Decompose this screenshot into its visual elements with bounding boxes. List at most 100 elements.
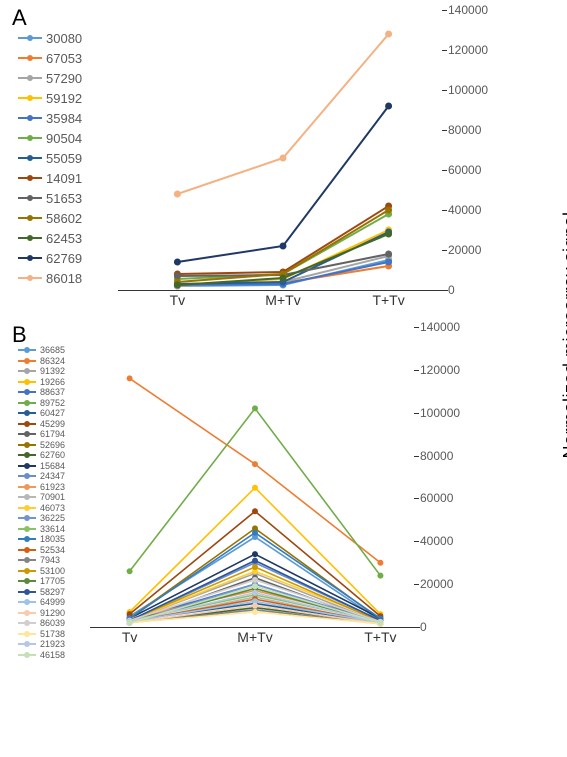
legend-item: 52696	[18, 440, 90, 451]
y-tick-label: 20000	[420, 577, 453, 591]
legend-label: 52696	[40, 440, 65, 450]
legend-item: 70901	[18, 492, 90, 503]
legend-label: 55059	[46, 151, 82, 166]
series-marker	[385, 103, 392, 110]
legend-label: 51738	[40, 629, 65, 639]
legend-label: 19266	[40, 377, 65, 387]
y-tick-label: 100000	[448, 83, 488, 97]
panel-b-chart: 020000400006000080000100000120000140000 …	[90, 327, 420, 628]
legend-label: 7943	[40, 555, 60, 565]
legend-label: 67053	[46, 51, 82, 66]
y-tick-label: 120000	[420, 363, 460, 377]
series-marker	[252, 603, 258, 609]
legend-item: 51738	[18, 629, 90, 640]
legend-item: 30080	[18, 28, 118, 48]
series-marker	[127, 375, 133, 381]
legend-item: 88637	[18, 387, 90, 398]
series-marker	[385, 251, 392, 258]
legend-item: 15684	[18, 461, 90, 472]
y-tick-label: 120000	[448, 43, 488, 57]
legend-label: 24347	[40, 471, 65, 481]
y-tick-label: 60000	[448, 163, 481, 177]
legend-item: 62453	[18, 228, 118, 248]
legend-item: 62769	[18, 248, 118, 268]
y-tick-label: 60000	[420, 491, 453, 505]
legend-item: 64999	[18, 597, 90, 608]
legend-item: 62760	[18, 450, 90, 461]
y-tick-label: 140000	[420, 320, 460, 334]
panel-a-chart: 020000400006000080000100000120000140000 …	[118, 10, 448, 291]
legend-item: 61794	[18, 429, 90, 440]
legend-label: 53100	[40, 566, 65, 576]
series-line	[130, 408, 381, 575]
legend-item: 86018	[18, 268, 118, 288]
series-marker	[377, 573, 383, 579]
legend-item: 86039	[18, 618, 90, 629]
legend-label: 58297	[40, 587, 65, 597]
legend-item: 21923	[18, 639, 90, 650]
legend-item: 53100	[18, 566, 90, 577]
y-tick-label: 0	[420, 620, 427, 634]
legend-label: 58602	[46, 211, 82, 226]
series-marker	[252, 551, 258, 557]
legend-label: 91392	[40, 366, 65, 376]
legend-label: 59192	[46, 91, 82, 106]
series-marker	[127, 620, 133, 626]
legend-label: 46158	[40, 650, 65, 660]
x-tick-label: T+Tv	[364, 629, 396, 645]
legend-item: 61923	[18, 482, 90, 493]
series-marker	[385, 259, 392, 266]
series-marker	[252, 558, 258, 564]
series-marker	[252, 564, 258, 570]
legend-item: 45299	[18, 419, 90, 430]
legend-item: 58602	[18, 208, 118, 228]
series-marker	[174, 282, 181, 289]
legend-item: 33614	[18, 524, 90, 535]
legend-item: 7943	[18, 555, 90, 566]
x-tick-label: T+Tv	[372, 292, 404, 308]
figure: A 30080670535729059192359849050455059140…	[10, 10, 557, 660]
legend-label: 46073	[40, 503, 65, 513]
legend-label: 57290	[46, 71, 82, 86]
series-marker	[252, 609, 258, 615]
series-marker	[280, 243, 287, 250]
legend-item: 46158	[18, 650, 90, 661]
panel-a-legend: 3008067053572905919235984905045505914091…	[10, 10, 118, 288]
y-tick-label: 40000	[420, 534, 453, 548]
legend-item: 91290	[18, 608, 90, 619]
series-marker	[385, 31, 392, 38]
legend-item: 59192	[18, 88, 118, 108]
legend-label: 52534	[40, 545, 65, 555]
series-marker	[174, 191, 181, 198]
series-marker	[252, 508, 258, 514]
legend-item: 36225	[18, 513, 90, 524]
y-tick-label: 40000	[448, 203, 481, 217]
y-tick-label: 20000	[448, 243, 481, 257]
legend-label: 64999	[40, 597, 65, 607]
panel-a: A 30080670535729059192359849050455059140…	[10, 10, 557, 291]
series-line	[177, 34, 388, 194]
legend-item: 58297	[18, 587, 90, 598]
legend-label: 86039	[40, 618, 65, 628]
series-marker	[252, 590, 258, 596]
series-marker	[174, 273, 181, 280]
legend-item: 35984	[18, 108, 118, 128]
legend-label: 86018	[46, 271, 82, 286]
panel-b-legend: 3668586324913921926688637897526042745299…	[10, 327, 90, 660]
y-axis-title: Normalized microarray signal	[560, 211, 567, 458]
series-marker	[385, 231, 392, 238]
legend-label: 36685	[40, 345, 65, 355]
legend-label: 61923	[40, 482, 65, 492]
series-marker	[252, 577, 258, 583]
legend-label: 88637	[40, 387, 65, 397]
legend-label: 21923	[40, 639, 65, 649]
legend-label: 90504	[46, 131, 82, 146]
legend-item: 52534	[18, 545, 90, 556]
y-tick-label: 80000	[448, 123, 481, 137]
series-marker	[377, 620, 383, 626]
x-tick-label: M+Tv	[237, 629, 272, 645]
legend-label: 15684	[40, 461, 65, 471]
series-marker	[280, 275, 287, 282]
legend-label: 91290	[40, 608, 65, 618]
panel-b-plot: 020000400006000080000100000120000140000 …	[90, 327, 420, 628]
